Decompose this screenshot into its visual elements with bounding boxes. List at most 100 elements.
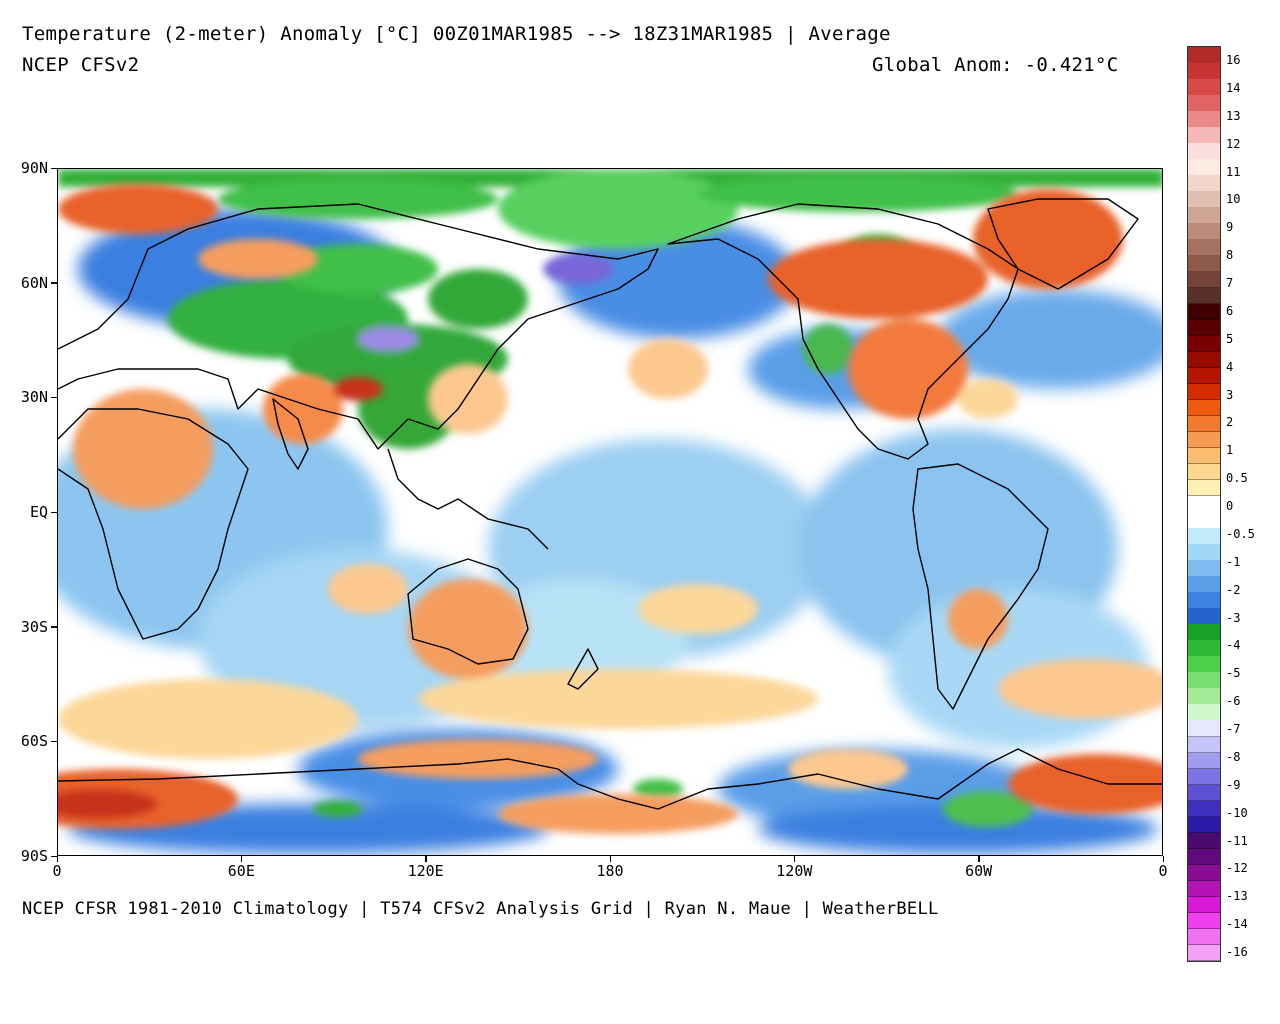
colorbar-label: -10: [1226, 805, 1248, 820]
colorbar-segment: [1188, 704, 1220, 721]
lat-tick-mark: [51, 626, 57, 628]
colorbar-label: -14: [1226, 917, 1248, 932]
colorbar-label: 14: [1226, 80, 1241, 95]
lat-tick-label: 90S: [20, 847, 48, 865]
colorbar-label: 5: [1226, 331, 1234, 346]
colorbar-segment: [1188, 383, 1220, 401]
colorbar-segment: [1188, 736, 1220, 754]
colorbar-segment: [1188, 688, 1220, 705]
colorbar-label: -9: [1226, 777, 1241, 792]
lon-tick-label: 0: [1158, 862, 1168, 880]
colorbar-segment: [1188, 672, 1220, 689]
arctic-cold-band: [58, 169, 1162, 249]
colorbar: [1187, 46, 1221, 962]
footer-credit: NCEP CFSR 1981-2010 Climatology | T574 C…: [22, 899, 939, 919]
colorbar-segment: [1188, 800, 1220, 818]
lon-tick-mark: [425, 856, 427, 862]
colorbar-label: -6: [1226, 694, 1241, 709]
coastline-india: [272, 398, 309, 470]
lat-tick-mark: [51, 167, 57, 169]
colorbar-segment: [1188, 896, 1220, 914]
map-title: Temperature (2-meter) Anomaly [°C] 00Z01…: [22, 23, 891, 45]
lon-tick-mark: [978, 856, 980, 862]
lon-tick-mark: [1162, 856, 1164, 862]
colorbar-segment: [1188, 640, 1220, 657]
colorbar-segment: [1188, 287, 1220, 305]
colorbar-segment: [1188, 447, 1220, 465]
colorbar-segment: [1188, 127, 1220, 144]
colorbar-segment: [1188, 608, 1220, 625]
colorbar-label: 4: [1226, 359, 1234, 374]
lat-tick-mark: [51, 511, 57, 513]
warm-anomaly-fields: [58, 184, 1162, 834]
colorbar-label: -5: [1226, 666, 1241, 681]
lat-tick-mark: [51, 396, 57, 399]
colorbar-segment: [1188, 303, 1220, 321]
colorbar-segment: [1188, 95, 1220, 112]
global-anomaly-value: Global Anom: -0.421°C: [872, 54, 1119, 76]
colorbar-segment: [1188, 768, 1220, 786]
colorbar-label: 10: [1226, 192, 1241, 207]
colorbar-label: 9: [1226, 220, 1234, 235]
coastline-greenland: [987, 198, 1139, 290]
lon-tick-mark: [609, 856, 611, 862]
model-name: NCEP CFSv2: [22, 54, 140, 76]
colorbar-segment: [1188, 864, 1220, 882]
colorbar-segment: [1188, 512, 1220, 529]
colorbar-label: -0.5: [1226, 526, 1255, 541]
colorbar-segment: [1188, 175, 1220, 192]
coastline-south-america: [912, 463, 1049, 710]
coastline-southeast-asia: [387, 448, 549, 550]
colorbar-label: -3: [1226, 610, 1241, 625]
colorbar-segment: [1188, 560, 1220, 577]
colorbar-label: 12: [1226, 136, 1241, 151]
colorbar-segment: [1188, 111, 1220, 128]
colorbar-segment: [1188, 335, 1220, 353]
colorbar-label: -12: [1226, 861, 1248, 876]
lat-tick-mark: [51, 740, 57, 743]
colorbar-label: 0.5: [1226, 471, 1248, 486]
lat-tick-label: 60N: [20, 273, 48, 292]
colorbar-segment: [1188, 832, 1220, 850]
colorbar-segment: [1188, 319, 1220, 337]
colorbar-segment: [1188, 752, 1220, 770]
lon-tick-mark: [793, 856, 796, 862]
colorbar-segment: [1188, 592, 1220, 609]
lat-tick-label: 60S: [20, 732, 48, 751]
colorbar-segment: [1188, 816, 1220, 834]
colorbar-segment: [1188, 271, 1220, 289]
colorbar-segment: [1188, 720, 1220, 737]
lon-tick-mark: [240, 856, 243, 862]
colorbar-segment: [1188, 479, 1220, 497]
coastline-new-zealand: [567, 648, 599, 690]
colorbar-label: -7: [1226, 722, 1241, 736]
colorbar-label: -4: [1226, 638, 1241, 653]
coastlines: [58, 198, 1162, 810]
coastline-africa: [58, 408, 249, 640]
lon-tick-label: 120W: [776, 862, 813, 880]
colorbar-label: 1: [1226, 443, 1234, 458]
colorbar-segment: [1188, 351, 1220, 369]
colorbar-label: 3: [1226, 387, 1234, 402]
colorbar-label: -11: [1226, 833, 1248, 848]
colorbar-segment: [1188, 143, 1220, 160]
colorbar-segment: [1188, 431, 1220, 449]
colorbar-segment: [1188, 399, 1220, 417]
colorbar-label: -1: [1226, 554, 1241, 569]
colorbar-segment: [1188, 544, 1220, 561]
lon-tick-label: 0: [52, 862, 62, 880]
lon-tick-label: 60W: [965, 862, 993, 880]
colorbar-segment: [1188, 784, 1220, 802]
anomaly-map: [57, 168, 1163, 856]
colorbar-segment: [1188, 207, 1220, 224]
colorbar-label: 8: [1226, 248, 1234, 263]
colorbar-label: 16: [1226, 53, 1241, 67]
colorbar-segment: [1188, 528, 1220, 545]
lat-tick-label: 30S: [20, 617, 48, 636]
colorbar-segment: [1188, 656, 1220, 673]
colorbar-segment: [1188, 239, 1220, 256]
lon-tick-label: 60E: [227, 862, 255, 880]
colorbar-segment: [1188, 576, 1220, 593]
coastline-australia: [407, 558, 529, 665]
colorbar-segment: [1188, 63, 1220, 80]
